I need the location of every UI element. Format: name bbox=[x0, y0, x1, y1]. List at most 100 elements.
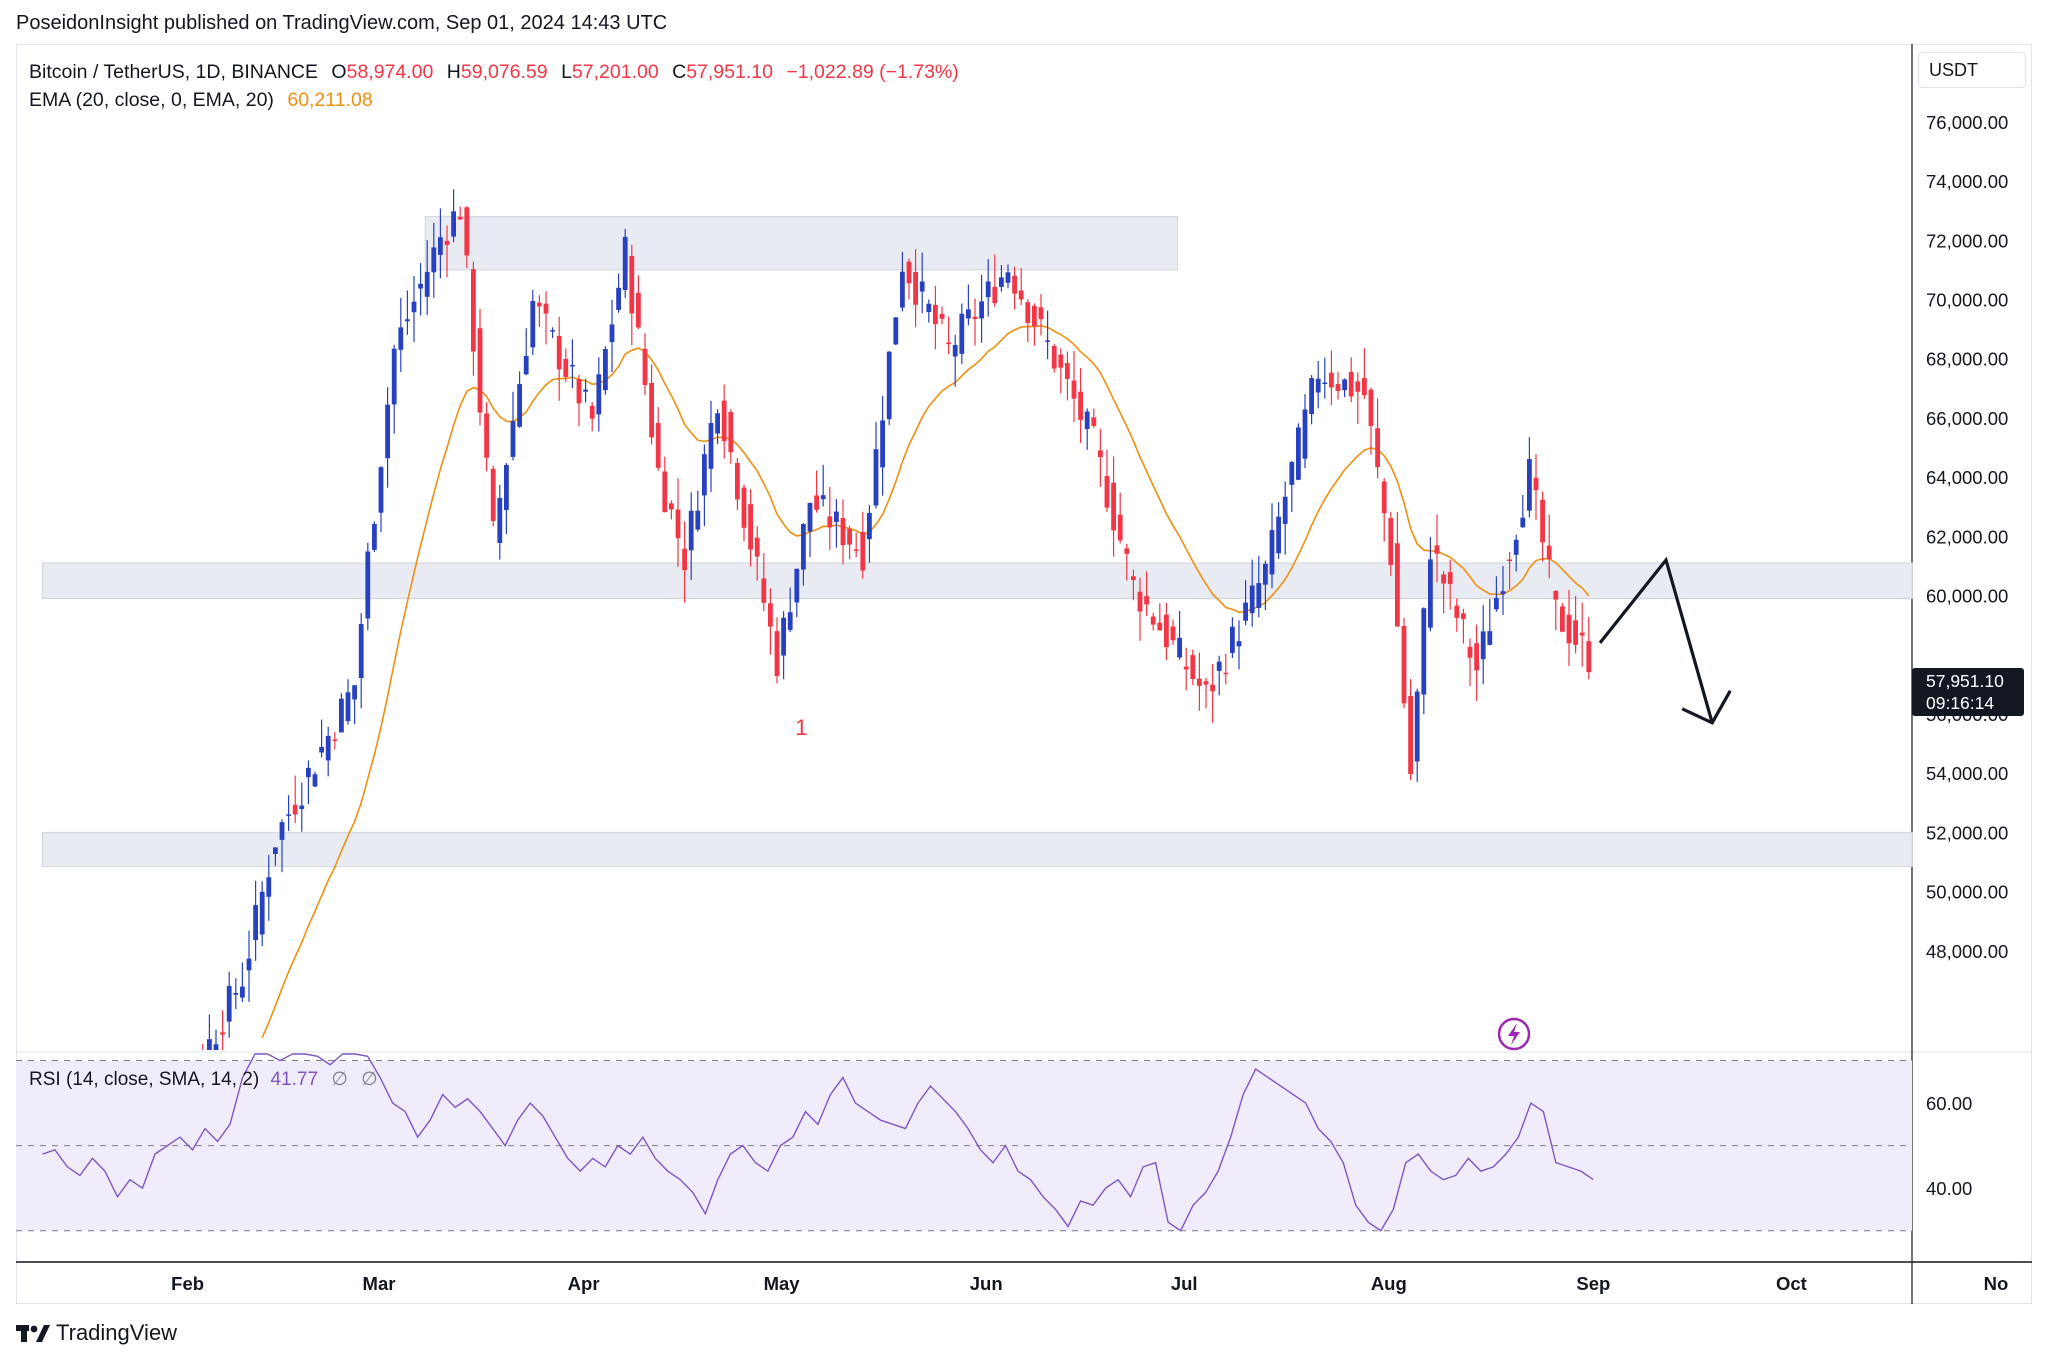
candle-body bbox=[1546, 545, 1552, 560]
candle-body bbox=[286, 814, 291, 816]
price-tick-label: 66,000.00 bbox=[1926, 408, 2008, 429]
published-byline: PoseidonInsight published on TradingView… bbox=[16, 12, 668, 34]
candle-body bbox=[497, 497, 503, 543]
candle-body bbox=[695, 510, 701, 530]
candle-body bbox=[728, 412, 734, 453]
time-tick-label: Feb bbox=[171, 1273, 204, 1294]
rsi-label[interactable]: RSI (14, close, SMA, 14, 2) bbox=[29, 1069, 260, 1090]
candle-body bbox=[1375, 428, 1380, 468]
time-tick-label: Mar bbox=[363, 1273, 396, 1294]
candle-body bbox=[583, 389, 588, 392]
candle-body bbox=[279, 822, 285, 840]
candle-body bbox=[781, 617, 786, 656]
candle-body bbox=[220, 1032, 225, 1035]
candle-body bbox=[1381, 481, 1387, 514]
candle-body bbox=[636, 292, 641, 328]
candle-body bbox=[1289, 462, 1295, 485]
candle-body bbox=[226, 985, 232, 1022]
candle-body bbox=[972, 316, 978, 320]
candle-body bbox=[886, 351, 892, 420]
candle-body bbox=[603, 349, 608, 391]
candle-body bbox=[1164, 614, 1169, 648]
candle-body bbox=[860, 532, 866, 571]
candle-body bbox=[1216, 661, 1222, 671]
candle-body bbox=[510, 421, 516, 457]
candle-body bbox=[900, 271, 905, 308]
candle-body bbox=[451, 211, 456, 237]
candle-body bbox=[794, 568, 800, 603]
candle-body bbox=[952, 344, 958, 357]
candle-body bbox=[233, 992, 239, 995]
candle-body bbox=[787, 612, 793, 630]
candle-body bbox=[391, 348, 397, 405]
zone-rect-2 bbox=[41, 831, 1913, 867]
candle-body bbox=[702, 454, 707, 496]
candle-body bbox=[1329, 372, 1334, 388]
candle-body bbox=[1487, 631, 1493, 645]
candle-body bbox=[266, 877, 272, 897]
candle-body bbox=[715, 413, 720, 434]
candle-body bbox=[464, 207, 470, 256]
rsi-line bbox=[42, 1053, 1594, 1232]
currency-selector[interactable]: USDT bbox=[1918, 52, 2026, 88]
candle-body bbox=[735, 462, 740, 500]
price-tick-label: 76,000.00 bbox=[1926, 112, 2008, 133]
candle-body bbox=[1309, 378, 1314, 415]
chart-frame[interactable] bbox=[16, 44, 2032, 1304]
time-tick-label: Aug bbox=[1371, 1273, 1407, 1294]
candle-body bbox=[1342, 379, 1347, 391]
price-tick-label: 60,000.00 bbox=[1926, 586, 2008, 607]
candle-body bbox=[1038, 307, 1044, 320]
candle-body bbox=[1256, 583, 1262, 608]
candle-body bbox=[919, 281, 925, 292]
candle-body bbox=[424, 271, 430, 297]
candle-body bbox=[853, 549, 859, 551]
candle-body bbox=[979, 301, 984, 319]
time-tick-label: Sep bbox=[1576, 1273, 1610, 1294]
tradingview-logo[interactable]: TradingView bbox=[16, 1320, 177, 1346]
candle-body bbox=[1131, 576, 1136, 581]
chart-legend: Bitcoin / TetherUS, 1D, BINANCE O58,974.… bbox=[29, 58, 959, 114]
time-tick-label: May bbox=[764, 1273, 801, 1294]
candle-body bbox=[490, 468, 496, 521]
candle-body bbox=[273, 847, 278, 854]
candle-body bbox=[312, 774, 318, 787]
candle-body bbox=[1507, 559, 1512, 561]
candle-body bbox=[1421, 608, 1427, 695]
candle-body bbox=[1428, 559, 1433, 628]
candle-body bbox=[1355, 381, 1361, 392]
candle-body bbox=[840, 518, 846, 546]
symbol-label[interactable]: Bitcoin / TetherUS, 1D, BINANCE bbox=[29, 61, 318, 83]
candle-body bbox=[655, 423, 661, 468]
candle-body bbox=[1236, 641, 1242, 647]
price-tick-label: 62,000.00 bbox=[1926, 526, 2008, 547]
candle-body bbox=[1018, 290, 1024, 300]
candle-body bbox=[926, 303, 932, 312]
candle-body bbox=[1296, 427, 1301, 480]
candle-body bbox=[213, 1044, 219, 1050]
candle-body bbox=[563, 358, 569, 377]
candle-body bbox=[444, 240, 450, 245]
candle-body bbox=[1183, 666, 1189, 670]
candle-body bbox=[939, 313, 945, 319]
candle-body bbox=[504, 464, 509, 510]
candle-body bbox=[814, 495, 819, 510]
candle-body bbox=[1441, 574, 1446, 584]
candle-body bbox=[405, 319, 410, 322]
candle-body bbox=[933, 304, 938, 325]
rsi-value: 41.77 bbox=[270, 1069, 319, 1090]
candle-body bbox=[1012, 275, 1017, 294]
ema-label[interactable]: EMA (20, close, 0, EMA, 20) bbox=[29, 89, 274, 111]
candle-body bbox=[1335, 384, 1341, 392]
candle-body bbox=[622, 236, 628, 290]
candle-body bbox=[1276, 516, 1281, 554]
candle-body bbox=[1368, 389, 1374, 426]
candle-body bbox=[1230, 626, 1235, 653]
candle-body bbox=[259, 891, 265, 935]
time-tick-label: Jul bbox=[1171, 1273, 1198, 1294]
candle-body bbox=[801, 523, 806, 570]
candle-body bbox=[431, 247, 437, 273]
candle-body bbox=[385, 404, 390, 459]
candle-body bbox=[629, 256, 635, 314]
